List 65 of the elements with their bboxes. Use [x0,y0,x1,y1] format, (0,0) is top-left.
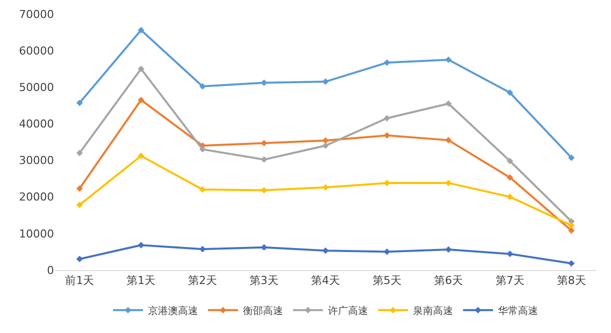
point [138,152,144,160]
point [445,180,452,186]
point [568,260,575,267]
legend-label: 泉南高速 [413,305,453,317]
point [76,150,83,156]
y-tick-label: 70000 [19,8,54,21]
legend-label: 京港澳高速 [148,305,198,317]
x-tick-label: 第5天 [372,274,402,288]
x-tick-label: 第3天 [250,274,279,288]
point [76,202,83,208]
point [322,78,329,85]
point [199,146,206,153]
x-tick-label: 第2天 [188,274,218,288]
y-tick-label: 40000 [19,118,54,131]
point [506,89,514,96]
point [138,96,144,104]
point [506,250,514,258]
x-tick-label: 第1天 [126,274,156,288]
point [384,180,390,186]
y-tick-label: 60000 [19,44,54,58]
point [384,59,390,66]
point [260,244,268,251]
point [322,137,329,144]
point [260,80,268,86]
point [260,156,268,163]
point [138,66,144,72]
x-tick-label: 第8天 [556,274,586,288]
point [199,246,206,252]
point [445,246,452,253]
point [138,242,144,248]
legend-label: 许广高速 [328,305,368,317]
point [445,56,452,63]
legend-label: 华常高速 [498,305,538,317]
point [76,256,83,262]
point [384,114,390,122]
point [445,136,452,144]
point [138,26,144,34]
x-tick-label: 第7天 [495,274,524,288]
point [384,132,390,139]
point [506,158,514,164]
point [76,185,83,192]
y-tick-label: 50000 [19,80,54,94]
point [260,187,268,194]
point [199,186,206,193]
point [506,174,514,181]
point [568,222,575,229]
point [199,83,206,90]
point [260,140,268,146]
x-tick-label: 第6天 [434,274,463,288]
x-tick-label: 第4天 [311,274,340,288]
y-tick-label: 30000 [19,154,54,168]
point [76,100,83,106]
point [568,227,575,234]
point [445,100,452,107]
point [568,154,575,161]
point [384,248,390,255]
y-tick-label: 20000 [19,190,54,204]
point [322,142,329,149]
point [322,247,329,254]
y-tick-label: 10000 [19,227,54,240]
y-tick-label: 0 [47,264,54,277]
point [506,194,514,200]
legend-label: 衡邵高速 [243,305,283,317]
x-tick-label: 前1天 [65,274,94,288]
point [322,184,329,191]
